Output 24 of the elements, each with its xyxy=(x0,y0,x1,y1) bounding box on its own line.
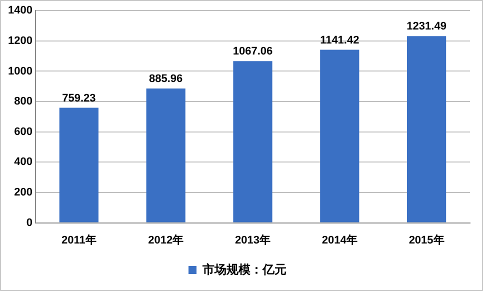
bar xyxy=(59,108,98,222)
x-tick-label: 2015年 xyxy=(408,233,444,246)
x-tick-label: 2012年 xyxy=(148,233,184,246)
data-label: 759.23 xyxy=(62,92,96,104)
data-label: 1231.49 xyxy=(406,20,446,33)
y-tick-label: 1200 xyxy=(8,34,32,47)
data-label: 1141.42 xyxy=(320,34,360,46)
data-label: 1067.06 xyxy=(232,46,273,58)
y-tick-label: 200 xyxy=(14,186,32,199)
bar xyxy=(233,61,272,222)
x-tick-label: 2011年 xyxy=(61,233,96,246)
y-tick-label: 1000 xyxy=(8,65,32,78)
y-tick-label: 600 xyxy=(14,126,32,138)
y-tick-label: 1400 xyxy=(8,4,32,17)
bar xyxy=(320,50,360,222)
x-tick-label: 2013年 xyxy=(234,233,270,246)
bar xyxy=(406,36,446,222)
data-label: 885.96 xyxy=(149,73,183,86)
bar xyxy=(146,88,186,222)
y-tick-label: 400 xyxy=(14,156,32,168)
y-tick-label: 0 xyxy=(26,216,32,229)
y-tick-label: 800 xyxy=(14,96,32,108)
x-tick-label: 2014年 xyxy=(322,233,358,246)
legend-label: 市场规模：亿元 xyxy=(202,262,286,276)
